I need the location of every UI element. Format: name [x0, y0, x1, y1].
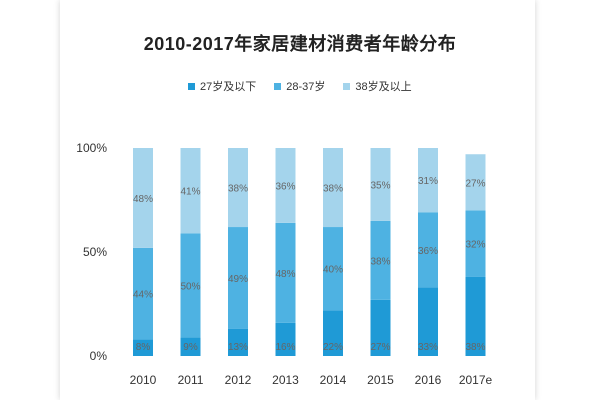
legend-swatch-3: [343, 82, 351, 90]
x-tick-label: 2015: [367, 373, 394, 387]
data-label: 38%: [370, 256, 390, 267]
data-label: 48%: [133, 194, 153, 205]
bar-segment: [418, 148, 438, 213]
x-tick-label: 2016: [415, 373, 442, 387]
legend-label-2: 28-37岁: [286, 81, 326, 93]
chart-title: 2010-2017年家居建材消费者年龄分布: [143, 34, 457, 54]
bar-segment: [228, 148, 248, 228]
data-label: 36%: [275, 181, 295, 192]
bar-segment: [275, 322, 296, 356]
bar-segment: [370, 220, 391, 300]
legend-swatch-2: [274, 82, 282, 90]
data-label: 32%: [465, 240, 485, 251]
y-tick-label: 100%: [76, 141, 107, 155]
bar-segment: [323, 310, 343, 356]
legend-item-2: 28-37岁: [274, 78, 325, 94]
bar-segment: [465, 154, 486, 211]
x-tick-label: 2011: [178, 373, 204, 387]
data-label: 27%: [370, 342, 390, 353]
data-label: 9%: [183, 342, 198, 353]
bar-segment: [370, 148, 391, 221]
data-label: 48%: [275, 269, 295, 280]
data-label: 16%: [275, 342, 295, 353]
data-label: 13%: [228, 342, 248, 353]
bar-segment: [323, 148, 343, 228]
x-tick-label: 2010: [130, 373, 157, 387]
bar-segment: [133, 339, 153, 356]
data-label: 8%: [136, 342, 151, 353]
bar-segment: [275, 222, 296, 323]
bar-segment: [418, 212, 438, 288]
data-label: 36%: [418, 246, 438, 257]
x-tick-label: 2014: [320, 373, 347, 387]
bar-segment: [323, 227, 343, 311]
legend-item-3: 38岁及以上: [343, 78, 412, 94]
bar-segment: [228, 328, 248, 356]
bar-segment: [228, 227, 248, 329]
data-label: 22%: [323, 342, 343, 353]
x-tick-label: 2017e: [459, 373, 493, 387]
data-label: 31%: [418, 176, 438, 187]
chart-legend: 27岁及以下 28-37岁 38岁及以上: [188, 78, 412, 94]
y-tick-label: 0%: [90, 349, 108, 363]
legend-label-3: 38岁及以上: [355, 81, 412, 93]
legend-label-1: 27岁及以下: [200, 81, 257, 93]
data-label: 40%: [323, 265, 343, 276]
data-label: 41%: [180, 187, 200, 198]
bar-segment: [465, 210, 486, 277]
bar-segment: [180, 233, 201, 338]
data-label: 44%: [133, 290, 153, 301]
data-label: 35%: [370, 180, 390, 191]
bar-segment: [275, 148, 296, 223]
legend-item-1: 27岁及以下: [188, 78, 256, 94]
bar-segment: [465, 276, 486, 356]
data-label: 50%: [180, 281, 200, 292]
data-label: 38%: [323, 184, 343, 195]
data-label: 38%: [228, 184, 248, 195]
bar-segment: [133, 148, 153, 248]
bar-segment: [180, 337, 201, 356]
legend-swatch-1: [188, 82, 195, 90]
x-tick-label: 2012: [225, 373, 252, 387]
data-label: 27%: [465, 178, 485, 189]
bar-segment: [133, 247, 153, 340]
bar-segment: [370, 299, 391, 356]
bar-segment: [180, 148, 201, 234]
data-label: 49%: [228, 274, 248, 285]
bar-segment: [418, 287, 438, 356]
data-label: 33%: [418, 342, 438, 353]
data-label: 38%: [465, 342, 485, 353]
x-tick-label: 2013: [272, 373, 299, 387]
y-tick-label: 50%: [83, 245, 107, 259]
